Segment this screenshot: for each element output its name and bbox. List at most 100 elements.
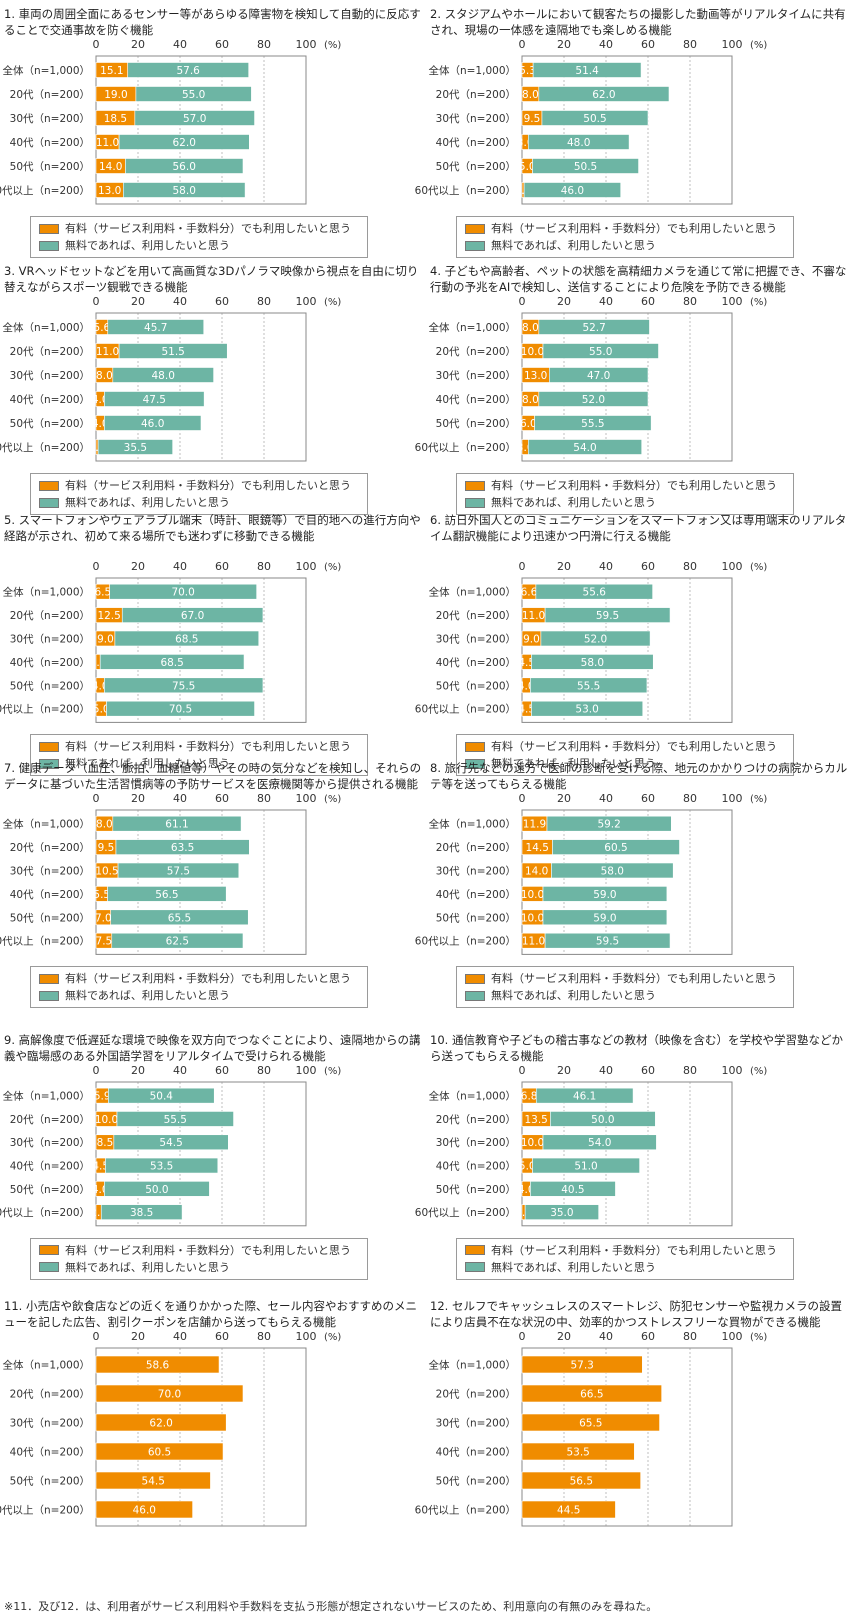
category-label: 50代（n=200） (436, 418, 516, 430)
data-label: 10.5 (95, 865, 118, 877)
x-tick-label: 0 (519, 1330, 526, 1343)
data-label: 55.5 (581, 418, 604, 430)
data-label: 53.0 (575, 704, 598, 716)
data-label: 10.0 (521, 912, 544, 924)
legend-swatch (465, 1245, 485, 1256)
legend-swatch (39, 1262, 59, 1273)
category-label: 50代（n=200） (10, 418, 90, 430)
data-label: 9.0 (523, 633, 540, 645)
x-tick-label: 60 (215, 295, 229, 308)
chart-number: 3. (4, 264, 19, 278)
chart-svg: 0 20 40 60 80 100 (%) 全体（n=1,000） 6.6 55.6 20代（n=2… (415, 560, 767, 723)
x-tick-label: 80 (683, 38, 697, 51)
x-tick-label: 0 (93, 38, 100, 51)
category-label: 30代（n=200） (436, 633, 516, 645)
bar-free (542, 1134, 657, 1151)
legend-label: 有料（サービス利用料・手数料分）でも利用したいと思う (65, 222, 351, 235)
bar-free (538, 391, 649, 407)
x-tick-label: 40 (173, 560, 187, 573)
data-label: 11.9 (523, 819, 546, 831)
bar-single (521, 1355, 643, 1374)
data-label: 59.0 (593, 912, 616, 924)
data-label: 45.7 (144, 322, 167, 334)
bar-free (552, 839, 680, 855)
x-tick-label: 0 (519, 1064, 526, 1077)
data-label: 14.0 (99, 161, 122, 173)
category-label: 60代以上（n=200） (415, 442, 516, 454)
bar-free (117, 862, 240, 879)
data-label: 65.5 (168, 912, 191, 924)
x-tick-label: 20 (131, 38, 145, 51)
data-label: 62.5 (166, 936, 189, 948)
bar-free (538, 319, 650, 335)
bar-free (530, 1181, 616, 1197)
category-label: 20代（n=200） (436, 842, 516, 854)
category-label: 40代（n=200） (10, 1447, 90, 1459)
legend-item-free: 無料であれば、利用したいと思う (465, 755, 785, 772)
category-label: 50代（n=200） (10, 912, 90, 924)
chart-svg: 0 20 40 60 80 100 (%) 全体（n=1,000） 6.5 70.0 20代（n=2… (0, 560, 341, 723)
legend-label: 無料であれば、利用したいと思う (65, 239, 230, 252)
bar-free (104, 415, 202, 431)
legend-swatch (39, 758, 59, 769)
data-label: 59.5 (596, 610, 619, 622)
plot-frame (95, 577, 307, 723)
data-label: 67.0 (181, 610, 204, 622)
x-tick-label: 100 (296, 792, 317, 805)
bar-free (121, 607, 264, 623)
x-tick-label: 40 (599, 560, 613, 573)
data-label: 57.5 (167, 865, 190, 877)
bar-free (107, 319, 205, 335)
category-label: 50代（n=200） (436, 680, 516, 692)
chart-title-text: 訪日外国人とのコミュニケーションをスマートフォン又は専用端末のリアルタイム翻訳機… (430, 513, 847, 543)
legend: 有料（サービス利用料・手数料分）でも利用したいと思う 無料であれば、利用したいと思… (30, 734, 368, 777)
x-tick-label: 40 (599, 295, 613, 308)
bar-free (114, 630, 260, 647)
legend-swatch (39, 973, 59, 984)
x-tick-label: 0 (519, 792, 526, 805)
data-label: 60.5 (604, 842, 627, 854)
data-label: 56.5 (155, 889, 178, 901)
legend-item-free: 無料であれば、利用したいと思う (39, 987, 359, 1004)
data-label: 68.5 (175, 633, 198, 645)
category-label: 30代（n=200） (436, 113, 516, 125)
legend-swatch (465, 240, 485, 251)
data-label: 5.3 (519, 65, 536, 77)
axis-unit: (%) (750, 1332, 767, 1343)
x-tick-label: 60 (641, 792, 655, 805)
axis-unit: (%) (750, 40, 767, 51)
chart-title: 7. 健康データ（血圧、脈拍、血糖値等）やその時の気分などを検知し、それらのデー… (4, 760, 424, 792)
bar-single (521, 1384, 662, 1403)
category-label: 40代（n=200） (436, 1161, 516, 1173)
category-label: 全体（n=1,000） (2, 64, 90, 77)
bar-free (106, 700, 255, 717)
bar-free (108, 1087, 215, 1104)
category-label: 60代以上（n=200） (415, 185, 516, 197)
x-tick-label: 100 (722, 1330, 743, 1343)
bar-single (95, 1500, 193, 1519)
data-label: 58.0 (601, 865, 624, 877)
x-tick-label: 20 (131, 1064, 145, 1077)
category-label: 60代以上（n=200） (0, 1505, 90, 1517)
category-label: 全体（n=1,000） (428, 1359, 516, 1372)
legend-label: 無料であれば、利用したいと思う (491, 757, 656, 771)
data-label: 8.0 (96, 819, 113, 831)
bar-free (135, 86, 252, 102)
bar-free (112, 367, 214, 383)
legend-swatch (465, 1262, 485, 1273)
category-label: 30代（n=200） (10, 1137, 90, 1149)
category-label: 50代（n=200） (10, 1184, 90, 1196)
data-label: 8.0 (522, 89, 539, 101)
x-tick-label: 40 (599, 792, 613, 805)
x-tick-label: 0 (519, 560, 526, 573)
bar-single (521, 1442, 635, 1461)
data-label: 6.8 (521, 1091, 538, 1103)
x-tick-label: 40 (173, 792, 187, 805)
data-label: 8.0 (522, 394, 539, 406)
data-label: 46.0 (133, 1505, 156, 1517)
legend-item-paid: 有料（サービス利用料・手数料分）でも利用したいと思う (39, 1242, 359, 1259)
category-label: 20代（n=200） (10, 346, 90, 358)
bar-free (109, 583, 257, 600)
x-tick-label: 80 (683, 792, 697, 805)
data-label: 57.3 (570, 1360, 593, 1372)
